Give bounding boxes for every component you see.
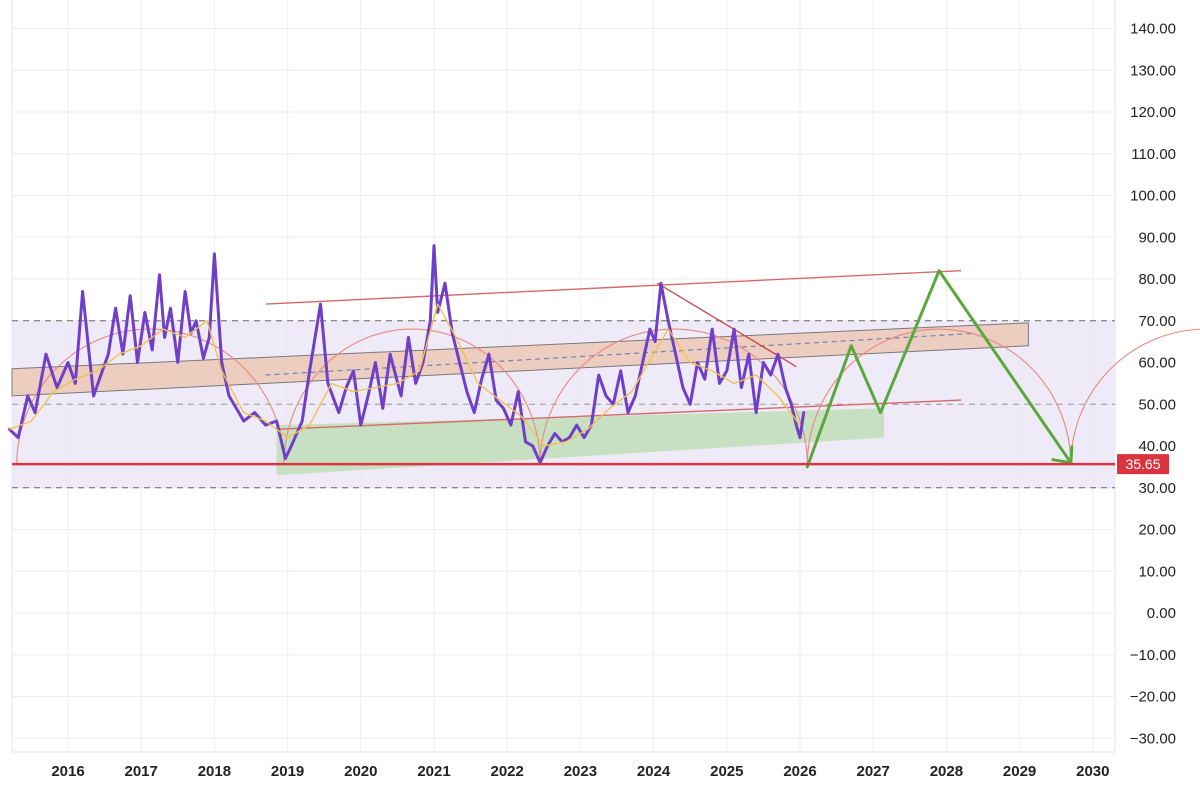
y-tick-label: 50.00 [1138, 396, 1176, 413]
y-tick-label: 140.00 [1130, 21, 1176, 38]
moving-average-line [8, 303, 801, 447]
x-tick-label: 2016 [51, 763, 84, 780]
y-tick-label: 30.00 [1138, 480, 1176, 497]
x-tick-label: 2022 [491, 763, 524, 780]
y-tick-label: 40.00 [1138, 438, 1176, 455]
x-tick-label: 2020 [344, 763, 377, 780]
x-tick-label: 2027 [857, 763, 890, 780]
upper-trendline [265, 269, 962, 305]
series-layer [7, 244, 1074, 469]
x-tick-label: 2017 [125, 763, 158, 780]
x-tick-label: 2024 [637, 763, 671, 780]
y-tick-label: 70.00 [1138, 313, 1176, 330]
x-tick-label: 2023 [564, 763, 597, 780]
x-axis: 2016 2017 2018 2019 2020 2021 2022 2023 2024 2025… [51, 763, 1109, 780]
y-tick-label: 60.00 [1138, 355, 1176, 372]
descending-trendline [656, 282, 797, 368]
cycle-arc [539, 328, 808, 465]
current-price-label: 35.65 [1125, 456, 1160, 472]
cycle-arc [806, 328, 1072, 465]
x-tick-label: 2021 [417, 763, 450, 780]
x-tick-label: 2025 [710, 763, 743, 780]
projection-arrowhead [1051, 445, 1074, 465]
accumulation-zone [276, 408, 885, 476]
y-tick-label: 10.00 [1138, 563, 1176, 580]
y-tick-label: −30.00 [1130, 730, 1176, 747]
y-tick-label: −10.00 [1130, 647, 1176, 664]
y-tick-label: 130.00 [1130, 62, 1176, 79]
resistance-channel [11, 322, 1029, 397]
lower-trendline [276, 399, 962, 430]
cycle-arc [283, 328, 541, 465]
x-tick-label: 2030 [1076, 763, 1109, 780]
x-tick-label: 2028 [930, 763, 963, 780]
y-tick-label: 120.00 [1130, 104, 1176, 121]
x-tick-label: 2026 [783, 763, 816, 780]
y-tick-label: 0.00 [1147, 605, 1176, 622]
current-price-badge [1117, 454, 1169, 475]
projection-line [805, 269, 1073, 469]
x-tick-label: 2029 [1003, 763, 1036, 780]
y-tick-label: 100.00 [1130, 188, 1176, 205]
cycle-arc [1070, 328, 1200, 465]
y-axis: 140.00 130.00 120.00 110.00 100.00 90.00 80.00… [1117, 21, 1176, 747]
x-tick-label: 2019 [271, 763, 304, 780]
y-tick-label: 80.00 [1138, 271, 1176, 288]
drawing-overlays [11, 269, 1200, 476]
y-tick-label: 20.00 [1138, 522, 1176, 539]
x-tick-label: 2018 [198, 763, 231, 780]
price-line [7, 244, 806, 465]
y-tick-label: 110.00 [1131, 146, 1176, 163]
y-tick-label: −20.00 [1130, 689, 1176, 706]
y-tick-label: 90.00 [1138, 229, 1176, 246]
dashed-trend-line [265, 332, 976, 376]
